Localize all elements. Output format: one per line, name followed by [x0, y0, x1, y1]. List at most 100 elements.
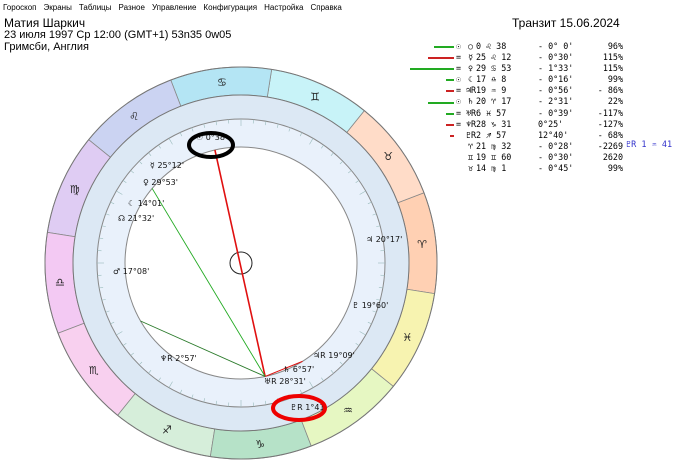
- strength-text: 96%: [607, 41, 623, 51]
- menu-screens[interactable]: Экраны: [43, 3, 72, 12]
- degree-tick: [191, 127, 194, 132]
- gemini-icon: ♊: [310, 91, 320, 104]
- libra-icon: ♎: [55, 276, 65, 289]
- planet-label: ♀ 29°53': [143, 178, 178, 187]
- planet-glyph: ♈: [467, 140, 474, 151]
- strength-bar: [446, 112, 454, 115]
- degree-tick: [265, 121, 267, 126]
- degree-tick: [101, 298, 106, 301]
- menu-tables[interactable]: Таблицы: [78, 3, 112, 12]
- planet-label: ♇R 1°41': [290, 403, 327, 412]
- degree-tick: [138, 361, 143, 366]
- orb-text: - 2°31': [538, 96, 574, 107]
- planet-label: ♃R 19°09': [313, 351, 355, 360]
- degree-tick: [309, 381, 314, 388]
- degree-tick: [348, 170, 352, 174]
- capricorn-icon: ♑: [255, 438, 265, 451]
- planet-glyph: ♉: [467, 163, 474, 174]
- zodiac-outer-circle: [44, 66, 438, 460]
- degree-tick: [355, 180, 360, 183]
- degree-tick: [168, 138, 173, 145]
- strength-text: 22%: [607, 96, 623, 107]
- orb-text: - 1°33': [538, 63, 574, 74]
- orb-text: - 0°56': [538, 85, 574, 96]
- degree-tick: [309, 138, 314, 145]
- menu-horoscope[interactable]: Гороскоп: [3, 3, 37, 12]
- aspect-glyph: ☉: [455, 96, 462, 107]
- transit-date: Транзит 15.06.2024: [512, 16, 620, 30]
- position-text: 21 ♍ 32: [476, 140, 512, 151]
- menu-control[interactable]: Управление: [151, 3, 197, 12]
- degree-tick: [359, 190, 366, 195]
- planet-glyph: ☾: [467, 74, 474, 85]
- strength-bar: [434, 46, 454, 48]
- planet-label: ♅R 28°31': [264, 377, 306, 386]
- degree-tick: [99, 237, 104, 239]
- degree-tick: [321, 144, 324, 149]
- aquarius-icon: ♒: [343, 404, 353, 417]
- orb-text: - 0°28': [538, 140, 574, 151]
- strength-bar: [428, 101, 454, 104]
- strength-text: 99%: [607, 74, 623, 85]
- strength-text: - 68%: [597, 129, 623, 140]
- scorpio-icon: ♏: [89, 364, 99, 377]
- aspect-glyph: =: [455, 118, 462, 129]
- degree-tick: [122, 180, 127, 183]
- degree-tick: [372, 310, 377, 313]
- menu-help[interactable]: Справка: [310, 3, 342, 12]
- orb-text: - 0°45': [538, 163, 574, 174]
- degree-tick: [203, 123, 206, 128]
- position-text: 29 ♋ 53: [476, 63, 512, 74]
- planet-glyph: ♊: [467, 151, 474, 162]
- degree-tick: [110, 201, 115, 205]
- degree-tick: [330, 152, 334, 156]
- degree-tick: [130, 352, 134, 356]
- chart-datetime: 23 июля 1997 Ср 12:00 (GMT+1) 53n35 0w05: [4, 29, 232, 41]
- degree-tick: [288, 127, 291, 132]
- position-text: 0 ♌ 38: [476, 41, 507, 51]
- orb-text: - 0° 0': [538, 41, 574, 51]
- degree-tick: [138, 160, 143, 165]
- degree-tick: [376, 225, 381, 228]
- planet-label: ♆R 2°57': [160, 354, 197, 363]
- taurus-icon: ♉: [383, 150, 393, 163]
- degree-tick: [215, 121, 217, 126]
- aspect-glyph: =: [455, 52, 462, 63]
- degree-tick: [376, 298, 381, 301]
- aspect-line-square: [264, 360, 303, 377]
- aspect-line-sextile: [140, 320, 266, 377]
- menu-config[interactable]: Конфигурация: [203, 3, 258, 12]
- degree-tick: [99, 287, 104, 289]
- degree-tick: [367, 321, 372, 325]
- position-text: 14 ♍ 1: [476, 163, 507, 174]
- degree-tick: [148, 152, 152, 156]
- degree-tick: [110, 321, 115, 325]
- planet-glyph: ♀: [467, 63, 474, 74]
- degree-tick: [122, 343, 127, 346]
- degree-tick: [130, 170, 134, 174]
- menu-settings[interactable]: Настройка: [264, 3, 304, 12]
- person-name: Матия Шаркич: [4, 16, 86, 30]
- aspect-glyph: ☉: [455, 41, 462, 51]
- orb-text: - 0°39': [538, 107, 574, 118]
- position-text: 28 ♑ 31: [476, 118, 512, 129]
- degree-tick: [378, 237, 383, 239]
- aspect-glyph: =: [455, 85, 462, 96]
- orb-text: - 0°16': [538, 74, 574, 85]
- orb-text: 0°25': [538, 118, 564, 129]
- strength-text: 2620: [602, 151, 623, 162]
- planet-label: ☉ 0°38': [196, 133, 227, 142]
- degree-tick: [339, 361, 344, 366]
- aries-icon: ♈: [417, 238, 427, 251]
- strength-bar: [446, 123, 454, 126]
- position-text: 19 ♊ 60: [476, 151, 512, 162]
- planet-label: ☾ 14°01': [128, 199, 164, 208]
- degree-tick: [179, 132, 183, 137]
- degree-tick: [158, 377, 161, 382]
- strength-bar: [428, 57, 454, 60]
- position-text: 17 ♎ 8: [476, 74, 507, 85]
- degree-tick: [339, 160, 344, 165]
- menu-misc[interactable]: Разное: [118, 3, 145, 12]
- degree-tick: [330, 370, 334, 374]
